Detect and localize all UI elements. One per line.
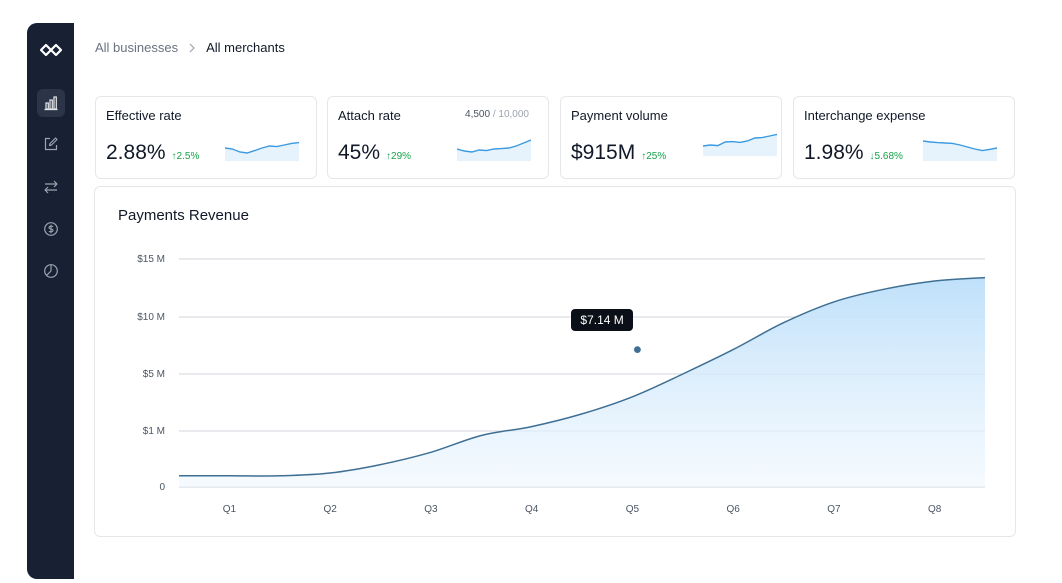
breadcrumb: All businesses All merchants [95,40,285,55]
sparkline [225,141,299,161]
kpi-delta-value: 25% [646,151,667,162]
sparkline-area [923,141,997,161]
nav-reports[interactable] [37,257,65,285]
sparkline [923,140,997,161]
kpi-value-row: 45% ↑29% [338,141,411,165]
sidebar [27,23,74,579]
x-tick-label: Q7 [827,504,841,515]
kpi-title: Interchange expense [804,108,926,123]
kpi-value-row: $915M ↑25% [571,141,666,165]
transfer-arrows-icon [44,180,58,194]
kpi-delta-value: 2.5% [176,151,200,162]
kpi-title: Effective rate [106,108,182,123]
x-tick-label: Q6 [726,504,740,515]
x-tick-label: Q4 [525,504,539,515]
breadcrumb-all-merchants[interactable]: All merchants [206,40,285,55]
y-tick-label: $10 M [137,312,165,323]
infinity-logo-icon[interactable] [38,39,64,61]
sparkline-area [703,134,777,156]
kpi-delta: ↑29% [386,151,412,162]
kpi-value: 45% [338,141,381,164]
breadcrumb-all-businesses[interactable]: All businesses [95,40,179,55]
x-tick-label: Q2 [323,504,337,515]
sparkline [703,133,777,156]
dollar-circle-icon [44,222,58,236]
kpi-delta-value: 5.68% [874,151,903,162]
kpi-ratio-numerator: 4,500 [465,109,491,120]
nav-edit[interactable] [37,130,65,158]
nav-analytics[interactable] [37,89,65,117]
kpi-ratio-denominator: / 10,000 [492,109,529,120]
bar-chart-icon [44,96,58,111]
kpi-value: 2.88% [106,141,166,164]
revenue-chart[interactable]: $15 M $10 M $5 M $1 M 0 Q1 Q2 Q3 Q4 Q5 Q6 Q7 Q8 [95,187,1015,536]
kpi-delta: ↓5.68% [869,151,903,162]
kpi-card-effective-rate[interactable]: Effective rate 2.88% ↑2.5% [95,96,317,179]
pie-chart-icon [44,264,58,278]
y-tick-label: 0 [159,482,165,493]
kpi-delta: ↑2.5% [171,151,200,162]
payments-revenue-card: Payments Revenue $15 M $10 M $5 M $1 M 0 Q1 Q2… [94,186,1016,537]
hover-point[interactable] [632,344,643,355]
chevron-right-icon [189,43,195,53]
kpi-value: 1.98% [804,141,864,164]
x-tick-label: Q1 [223,504,237,515]
x-tick-label: Q8 [928,504,942,515]
x-tick-label: Q3 [424,504,438,515]
sparkline-line [225,141,299,154]
y-tick-label: $15 M [137,254,165,265]
kpi-title: Attach rate [338,108,401,123]
revenue-area [179,277,985,487]
kpi-delta: ↑25% [641,151,667,162]
edit-icon [44,137,58,151]
kpi-card-interchange-expense[interactable]: Interchange expense 1.98% ↓5.68% [793,96,1015,179]
sparkline [457,139,531,161]
chart-tooltip: $7.14 M [571,308,633,331]
y-tick-label: $5 M [143,369,165,380]
sparkline-area [225,142,299,161]
nav-transfers[interactable] [37,173,65,201]
kpi-card-attach-rate[interactable]: Attach rate 4,500 / 10,000 45% ↑29% [327,96,549,179]
kpi-card-payment-volume[interactable]: Payment volume $915M ↑25% [560,96,782,179]
kpi-title: Payment volume [571,108,668,123]
x-tick-label: Q5 [626,504,640,515]
y-tick-label: $1 M [143,426,165,437]
sparkline-line [703,133,777,147]
kpi-ratio: 4,500 / 10,000 [465,109,529,120]
kpi-value-row: 2.88% ↑2.5% [106,141,199,165]
kpi-value: $915M [571,141,636,164]
sparkline-line [923,140,997,152]
kpi-delta-value: 29% [391,151,412,162]
kpi-value-row: 1.98% ↓5.68% [804,141,903,165]
sparkline-area [457,140,531,161]
sparkline-line [457,139,531,153]
nav-payments[interactable] [37,215,65,243]
revenue-line [179,276,986,477]
chart-title: Payments Revenue [118,207,249,224]
